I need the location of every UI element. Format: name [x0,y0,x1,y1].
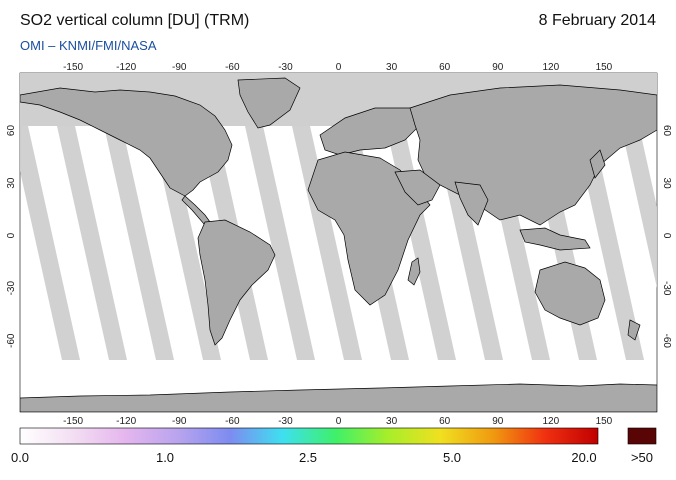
land-masses [20,77,657,412]
orbit-gap-swath [245,126,315,360]
madagascar [407,257,421,286]
colorbar-label-min: 0.0 [10,450,30,465]
colorbar-overflow-label: >50 [630,450,654,465]
lon-tick-label: -150 [63,62,83,73]
credit-label: OMI – KNMI/FMI/NASA [20,38,157,53]
lat-tick-label: 0 [661,233,672,239]
lon-tick-label: 30 [386,416,398,427]
lat-tick-label: 0 [6,232,17,238]
lon-tick-label: -150 [63,416,83,427]
japan [589,149,606,179]
europe [319,107,421,156]
colorbar-label-3: 5.0 [442,450,462,465]
lon-tick-label: 90 [492,62,504,73]
right-lat-ticks: 60 30 0 -30 -60 [661,125,672,348]
lon-tick-label: -30 [278,62,293,73]
india [454,181,489,226]
lon-tick-label: 30 [386,62,398,73]
lat-tick-label: 30 [6,177,17,189]
lat-tick-label: 60 [661,125,672,137]
lon-tick-label: -90 [172,62,187,73]
greenland [237,77,301,129]
lat-tick-label: -60 [661,333,672,348]
lon-tick-label: 120 [542,416,559,427]
orbit-gap-swath [57,126,127,360]
lat-tick-label: -60 [6,333,17,348]
colorbar-label-max: 20.0 [571,450,597,465]
lat-tick-label: -30 [6,281,17,296]
lat-tick-label: 30 [661,178,672,190]
lon-tick-label: -60 [225,62,240,73]
date-label: 8 February 2014 [538,12,656,29]
africa [307,151,431,306]
orbit-gap-swath [20,126,80,360]
south-america [197,219,276,346]
colorbar-label-2: 2.5 [298,450,318,465]
arabia [394,169,441,206]
lon-tick-label: 0 [336,62,342,73]
lon-tick-label: -90 [172,416,187,427]
lon-tick-label: -120 [116,62,136,73]
chart-title: SO2 vertical column [DU] (TRM) [20,12,250,29]
map-content [20,73,657,412]
colorbar-overflow-swatch [627,427,657,445]
lat-tick-label: -30 [661,281,672,296]
lon-tick-label: 60 [439,416,451,427]
orbit-gap-swath [104,126,174,360]
lon-tick-label: -30 [278,416,293,427]
lon-tick-label: 150 [596,62,613,73]
antarctica [20,383,657,412]
top-lon-ticks: -150 -120 -90 -60 -30 0 30 60 90 120 150 [63,62,613,73]
lon-tick-label: 150 [596,416,613,427]
colorbar-label-1: 1.0 [155,450,175,465]
lon-tick-label: 0 [336,416,342,427]
southeast-asia-islands [519,227,591,251]
lon-tick-label: 120 [542,62,559,73]
orbit-gap-swath [621,126,657,288]
north-america [20,87,233,197]
left-lat-ticks: 60 30 0 -30 -60 [6,125,17,348]
orbit-gap-swath [574,126,644,360]
new-zealand [627,319,641,341]
lon-tick-label: 60 [439,62,451,73]
lon-tick-label: -60 [225,416,240,427]
australia [534,261,606,326]
bottom-lon-ticks: -150 -120 -90 -60 -30 0 30 60 90 120 150 [63,416,613,427]
lat-tick-label: 60 [6,125,17,137]
lon-tick-label: 90 [492,416,504,427]
lon-tick-label: -120 [116,416,136,427]
colorbar [19,427,599,445]
